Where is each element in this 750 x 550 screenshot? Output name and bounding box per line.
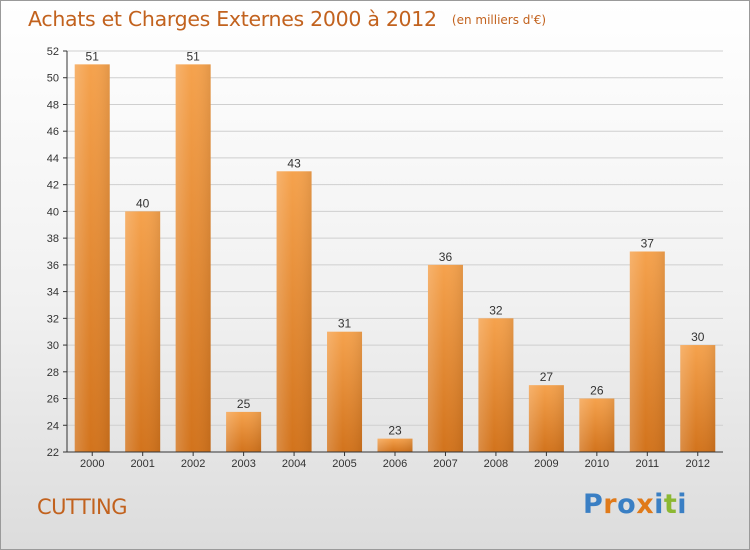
- y-tick-label: 46: [47, 126, 59, 138]
- data-label: 36: [439, 250, 453, 264]
- data-label: 51: [86, 49, 100, 63]
- y-tick-label: 42: [47, 180, 59, 192]
- data-label: 37: [641, 237, 655, 251]
- y-tick-label: 32: [47, 313, 59, 325]
- y-tick-label: 36: [47, 260, 59, 272]
- data-label: 43: [287, 156, 301, 170]
- bar-shade: [276, 171, 312, 453]
- commune-name: CUTTING: [37, 495, 128, 519]
- y-tick-label: 40: [47, 206, 59, 218]
- y-tick-label: 50: [47, 73, 59, 85]
- x-tick-label: 2006: [383, 458, 407, 470]
- logo-letter: r: [603, 489, 618, 520]
- logo-letter: o: [617, 489, 637, 520]
- labels: 22 24 26 28 30 32 34 36 38 40 42 44 46 48 50 52 51 2000 40…: [47, 46, 710, 470]
- bar-shade: [377, 438, 413, 452]
- data-label: 40: [136, 196, 150, 210]
- y-tick-label: 30: [47, 340, 59, 352]
- y-tick-label: 24: [47, 420, 59, 432]
- x-tick-label: 2004: [282, 458, 306, 470]
- y-tick-label: 28: [47, 367, 59, 379]
- data-label: 27: [540, 370, 554, 384]
- y-tick-label: 26: [47, 394, 59, 406]
- x-tick-label: 2000: [80, 458, 104, 470]
- x-tick-label: 2002: [181, 458, 205, 470]
- bar-shade: [226, 411, 262, 452]
- y-tick-label: 22: [47, 447, 59, 459]
- bar-shade: [327, 331, 363, 452]
- chart-unit: (en milliers d'€): [451, 13, 547, 27]
- logo-letter: t: [663, 489, 678, 520]
- y-tick-label: 48: [47, 99, 59, 111]
- y-tick-label: 34: [47, 287, 59, 299]
- bar-shade: [74, 64, 110, 452]
- x-tick-label: 2009: [534, 458, 558, 470]
- data-label: 23: [388, 424, 402, 438]
- data-label: 25: [237, 397, 251, 411]
- bar-shade: [528, 385, 564, 452]
- bar-shade: [680, 345, 716, 452]
- gridlines: [67, 50, 723, 453]
- chart-title-block: Achats et Charges Externes 2000 à 2012 (…: [28, 7, 546, 31]
- y-tick-label: 44: [47, 153, 59, 165]
- data-label: 30: [691, 330, 705, 344]
- data-label: 31: [338, 317, 352, 331]
- chart-title: Achats et Charges Externes 2000 à 2012: [28, 7, 437, 31]
- bar-shade: [478, 318, 514, 452]
- x-tick-label: 2007: [433, 458, 457, 470]
- logo-letter: i: [677, 489, 688, 520]
- x-tick-label: 2001: [130, 458, 154, 470]
- logo-letter: i: [654, 489, 664, 520]
- logo-letter: P: [583, 489, 604, 520]
- data-label: 51: [186, 49, 200, 63]
- bar-shade: [629, 251, 665, 452]
- bar-shade: [427, 264, 463, 452]
- x-tick-label: 2008: [484, 458, 508, 470]
- axes: [63, 50, 723, 456]
- x-tick-label: 2011: [635, 458, 659, 470]
- bar-shade: [125, 211, 161, 452]
- y-tick-label: 38: [47, 233, 59, 245]
- x-tick-label: 2012: [686, 458, 710, 470]
- proxiti-logo[interactable]: Proxiti: [583, 489, 687, 520]
- x-tick-label: 2005: [332, 458, 356, 470]
- data-label: 32: [489, 303, 503, 317]
- bar-shade: [579, 398, 615, 452]
- x-tick-label: 2010: [585, 458, 609, 470]
- data-label: 26: [590, 384, 604, 398]
- y-tick-label: 52: [47, 46, 59, 58]
- bar-shade: [175, 64, 211, 452]
- logo-letter: x: [636, 489, 655, 520]
- bars: [74, 64, 716, 453]
- x-tick-label: 2003: [231, 458, 255, 470]
